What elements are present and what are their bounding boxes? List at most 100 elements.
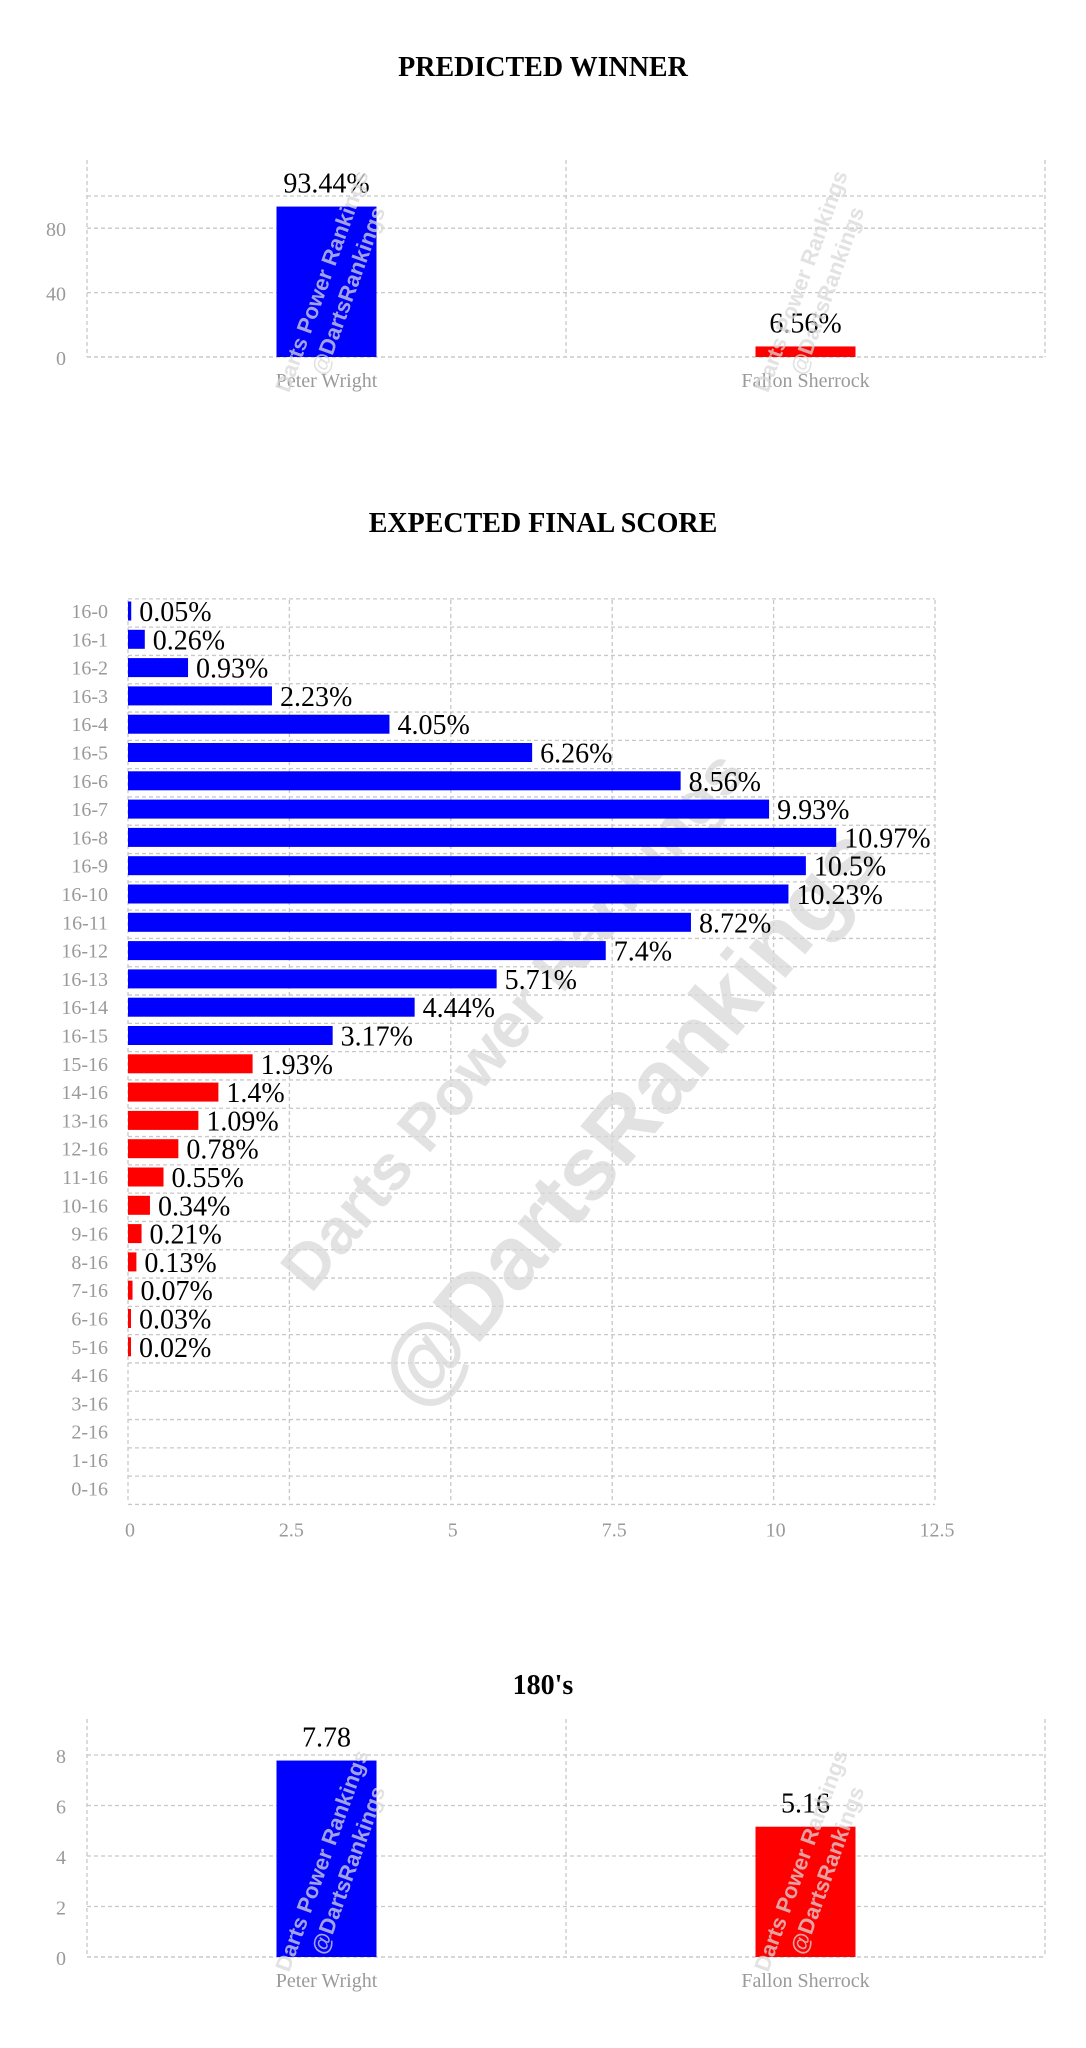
x-tick-label: 5 bbox=[448, 1519, 458, 1541]
bar-score bbox=[128, 1224, 142, 1244]
bar-player1 bbox=[276, 1760, 377, 1957]
bar-score bbox=[128, 1167, 164, 1187]
y-tick-label: 40 bbox=[46, 284, 66, 306]
category-label: 1-16 bbox=[71, 1450, 108, 1472]
y-tick-label: 4 bbox=[56, 1847, 66, 1869]
bar-score bbox=[128, 941, 606, 961]
data-label: 2.23% bbox=[280, 682, 352, 713]
y-tick-label: 0 bbox=[56, 348, 66, 370]
predicted-winner-section: PREDICTED WINNER 0 40 80 93.44% Peter Wright… bbox=[0, 0, 1086, 420]
x-tick-label: 2.5 bbox=[279, 1519, 304, 1541]
y-tick-label: 0 bbox=[56, 1948, 66, 1970]
category-label: 6-16 bbox=[71, 1309, 108, 1331]
x-tick-label: 10 bbox=[766, 1519, 786, 1541]
expected-final-score-section: EXPECTED FINAL SCORE 0 2.5 5 7.5 10 12.5 @Dart… bbox=[0, 440, 1086, 1600]
category-label: 2-16 bbox=[71, 1422, 108, 1444]
category-label: 16-12 bbox=[61, 941, 108, 963]
bar-score bbox=[128, 1054, 253, 1074]
x-tick-label: 12.5 bbox=[920, 1519, 955, 1541]
data-label: 0.26% bbox=[153, 625, 225, 656]
bar-score bbox=[128, 969, 497, 989]
category-label: 9-16 bbox=[71, 1224, 108, 1246]
bar-score bbox=[128, 912, 691, 932]
category-label: 7-16 bbox=[71, 1280, 108, 1302]
y-tick-label: 2 bbox=[56, 1898, 66, 1920]
data-label: 93.44% bbox=[283, 169, 369, 200]
bar-score bbox=[128, 1195, 150, 1215]
bar-score bbox=[128, 884, 789, 904]
category-label: 16-0 bbox=[71, 601, 108, 623]
bar-score bbox=[128, 1280, 133, 1300]
data-label: 1.93% bbox=[261, 1050, 333, 1081]
category-label: Fallon Sherrock bbox=[741, 1970, 869, 1992]
y-tick-label: 80 bbox=[46, 219, 66, 241]
category-label: 5-16 bbox=[71, 1337, 108, 1359]
category-label: 3-16 bbox=[71, 1393, 108, 1415]
category-label: 16-3 bbox=[71, 686, 108, 708]
category-label: 16-7 bbox=[71, 799, 108, 821]
bar-score bbox=[128, 1110, 199, 1130]
bar-player2 bbox=[755, 346, 856, 357]
one-eighties-section: 180's 0 2 4 6 8 7.78 Peter Wright Darts Power R… bbox=[0, 1640, 1086, 2048]
bar-player2 bbox=[755, 1826, 856, 1957]
bar-score bbox=[128, 997, 415, 1017]
category-label: 8-16 bbox=[71, 1252, 108, 1274]
x-tick-label: 0 bbox=[125, 1519, 135, 1541]
data-label: 0.02% bbox=[139, 1333, 211, 1364]
data-label: 6.56% bbox=[769, 308, 841, 339]
y-tick-label: 6 bbox=[56, 1797, 66, 1819]
category-label: Fallon Sherrock bbox=[741, 370, 869, 392]
y-tick-label: 8 bbox=[56, 1746, 66, 1768]
data-label: 0.13% bbox=[144, 1248, 216, 1279]
bar-score bbox=[128, 601, 132, 621]
category-label: 16-13 bbox=[61, 969, 108, 991]
data-label: 9.93% bbox=[777, 795, 849, 826]
data-label: 10.23% bbox=[796, 880, 882, 911]
bar-score bbox=[128, 743, 533, 762]
category-label: 10-16 bbox=[61, 1195, 108, 1217]
category-label: 16-4 bbox=[71, 714, 108, 736]
bar-score bbox=[128, 658, 189, 678]
predicted-winner-title: PREDICTED WINNER bbox=[398, 52, 688, 83]
category-label: 16-15 bbox=[61, 1026, 108, 1048]
data-label: 5.71% bbox=[505, 965, 577, 996]
bar-score bbox=[128, 799, 770, 819]
category-label: 12-16 bbox=[61, 1139, 108, 1161]
category-label: 16-9 bbox=[71, 856, 108, 878]
category-label: 0-16 bbox=[71, 1478, 108, 1500]
data-label: 7.4% bbox=[614, 937, 672, 968]
category-label: 14-16 bbox=[61, 1082, 108, 1104]
category-label: Peter Wright bbox=[276, 370, 378, 392]
data-label: 0.21% bbox=[150, 1220, 222, 1251]
data-label: 0.93% bbox=[196, 654, 268, 685]
category-label: 15-16 bbox=[61, 1054, 108, 1076]
category-label: 16-5 bbox=[71, 743, 108, 765]
data-label: 5.16 bbox=[781, 1789, 830, 1820]
bar-player1 bbox=[276, 206, 377, 357]
bar-score bbox=[128, 1082, 219, 1102]
data-label: 8.56% bbox=[689, 767, 761, 798]
bar-score bbox=[128, 714, 390, 734]
data-label: 10.5% bbox=[814, 852, 886, 883]
bar-score bbox=[128, 856, 806, 876]
category-label: 13-16 bbox=[61, 1110, 108, 1132]
category-label: Peter Wright bbox=[276, 1970, 378, 1992]
data-label: 6.26% bbox=[540, 739, 612, 770]
data-label: 0.34% bbox=[158, 1191, 230, 1222]
bar-score bbox=[128, 1026, 333, 1045]
data-label: 0.55% bbox=[172, 1163, 244, 1194]
bar-score bbox=[128, 629, 145, 649]
data-label: 3.17% bbox=[341, 1022, 413, 1053]
category-label: 16-1 bbox=[71, 629, 108, 651]
expected-final-score-title: EXPECTED FINAL SCORE bbox=[368, 508, 718, 539]
data-label: 4.05% bbox=[397, 710, 469, 741]
category-label: 16-11 bbox=[62, 912, 108, 934]
bar-score bbox=[128, 1337, 131, 1357]
data-label: 0.78% bbox=[186, 1135, 258, 1166]
category-label: 11-16 bbox=[62, 1167, 108, 1189]
category-label: 16-14 bbox=[61, 997, 108, 1019]
bar-score bbox=[128, 1309, 131, 1328]
data-label: 0.03% bbox=[139, 1305, 211, 1336]
